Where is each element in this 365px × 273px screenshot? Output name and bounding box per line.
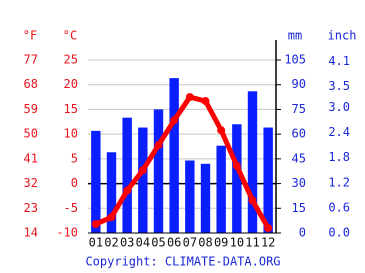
x-tick-label: 11 <box>245 236 259 250</box>
temperature-point <box>201 97 210 106</box>
y-f-tick-label: 50 <box>24 127 38 141</box>
x-tick-label: 08 <box>198 236 212 250</box>
x-tick-label: 10 <box>230 236 244 250</box>
temperature-point <box>185 93 194 102</box>
y-tick-label: -5 <box>64 201 78 215</box>
temperature-line <box>94 94 271 230</box>
bar <box>106 152 117 233</box>
axis-title-inch: inch <box>328 29 357 43</box>
bar <box>91 130 101 233</box>
x-tick-label: 01 <box>89 236 103 250</box>
y2-tick-label: 30 <box>292 176 306 190</box>
temperature-point <box>107 213 116 222</box>
y3-tick-label: 1.8 <box>328 150 350 164</box>
bar <box>122 117 132 233</box>
bar <box>247 91 258 233</box>
y3-tick-label: 1.2 <box>328 175 350 189</box>
y-tick-label: 5 <box>71 151 78 165</box>
y-f-tick-label: 77 <box>24 53 38 67</box>
x-tick-label: 03 <box>120 236 134 250</box>
x-tick-label: 04 <box>136 236 150 250</box>
y3-tick-label: 0.6 <box>328 200 350 214</box>
bar <box>263 127 273 233</box>
y2-tick-label: 60 <box>292 127 306 141</box>
y-tick-label: 20 <box>64 77 78 91</box>
y3-tick-label: 2.4 <box>328 125 350 139</box>
y-tick-label: 0 <box>71 176 78 190</box>
y-tick-label: 10 <box>64 127 78 141</box>
temperature-point <box>170 116 179 125</box>
bar <box>169 78 179 233</box>
y3-tick-label: 0.0 <box>328 226 350 240</box>
y2-tick-label: 75 <box>292 102 306 116</box>
temperature-point <box>154 141 163 150</box>
temperature-point <box>232 161 241 170</box>
y-f-tick-label: 23 <box>24 201 38 215</box>
temperature-point <box>248 196 257 205</box>
y3-tick-label: 4.1 <box>328 54 350 68</box>
y-f-tick-label: 68 <box>24 77 38 91</box>
temperature-point <box>138 166 147 175</box>
y2-tick-label: 15 <box>292 201 306 215</box>
y2-tick-label: 90 <box>292 77 306 91</box>
x-tick-label: 02 <box>104 236 118 250</box>
temperature-point <box>91 220 100 229</box>
x-tick-label: 12 <box>261 236 275 250</box>
y3-tick-label: 3.5 <box>328 79 350 93</box>
axis-title-f: °F <box>23 29 37 43</box>
axis-title-c: °C <box>63 29 77 43</box>
bar <box>138 127 148 233</box>
temperature-point <box>264 224 273 233</box>
bar <box>232 124 242 233</box>
temperature-point <box>123 186 132 195</box>
y2-tick-label: 45 <box>292 151 306 165</box>
x-tick-label: 06 <box>167 236 181 250</box>
y-tick-label: 25 <box>64 53 78 67</box>
y2-tick-label: 105 <box>284 53 306 67</box>
y-f-tick-label: 59 <box>24 102 38 116</box>
bar <box>200 163 211 233</box>
y-tick-label: -10 <box>56 226 78 240</box>
x-tick-label: 05 <box>151 236 165 250</box>
y3-tick-label: 3.0 <box>328 100 350 114</box>
bar <box>185 160 195 233</box>
y-f-tick-label: 32 <box>24 176 38 190</box>
x-tick-label: 09 <box>214 236 228 250</box>
x-tick-label: 07 <box>183 236 197 250</box>
bar <box>216 145 226 233</box>
y2-tick-label: 0 <box>299 226 306 240</box>
axis-title-mm: mm <box>288 29 302 43</box>
temperature-point <box>217 126 226 135</box>
bar <box>153 109 164 233</box>
y-tick-label: 15 <box>64 102 78 116</box>
y-f-tick-label: 41 <box>24 151 38 165</box>
y-f-tick-label: 14 <box>24 226 38 240</box>
footer: Copyright: CLIMATE-DATA.ORG <box>85 255 280 269</box>
